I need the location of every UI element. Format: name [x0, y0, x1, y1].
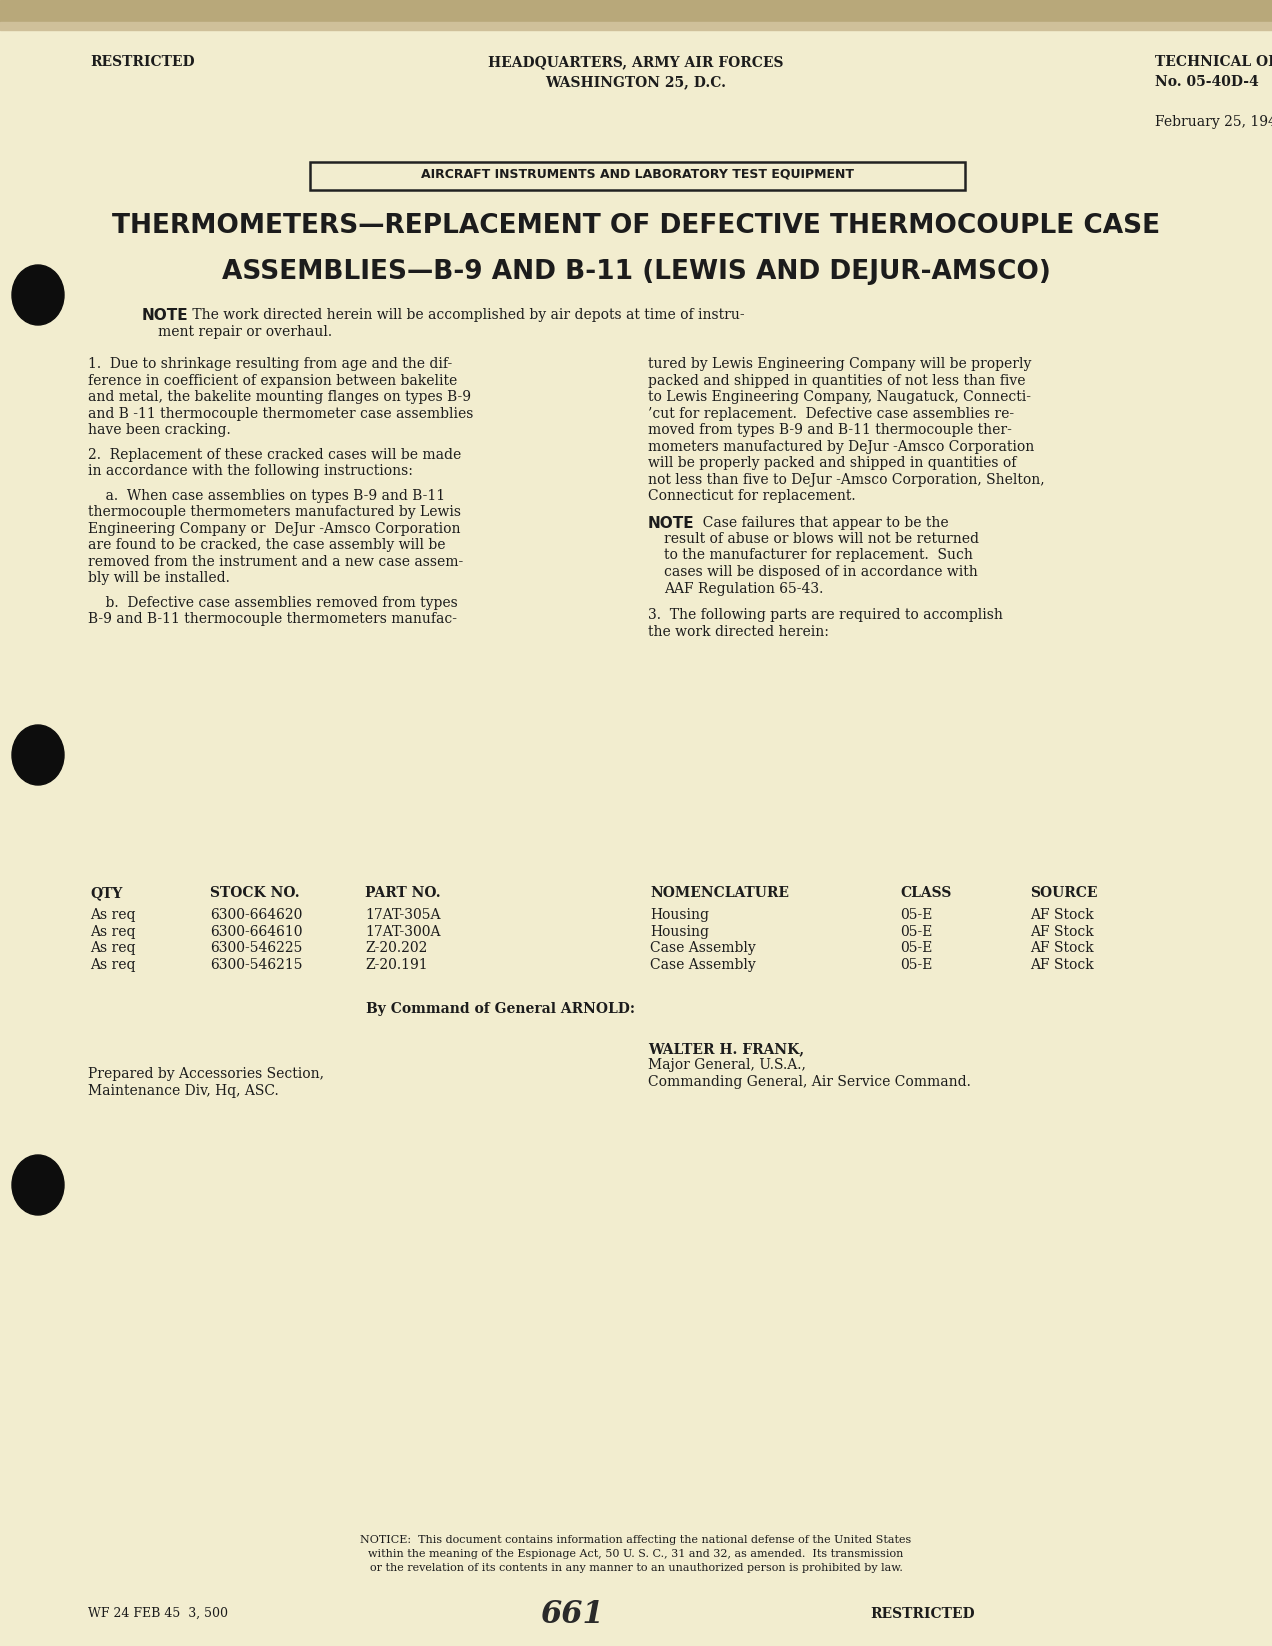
Text: NOTE: NOTE — [142, 308, 188, 323]
Text: Prepared by Accessories Section,: Prepared by Accessories Section, — [88, 1067, 324, 1081]
Text: QTY: QTY — [90, 886, 122, 900]
Text: 05-E: 05-E — [901, 942, 932, 955]
Text: NOTICE:  This document contains information affecting the national defense of th: NOTICE: This document contains informati… — [360, 1536, 912, 1546]
Text: thermocouple thermometers manufactured by Lewis: thermocouple thermometers manufactured b… — [88, 505, 460, 518]
Text: 3.  The following parts are required to accomplish: 3. The following parts are required to a… — [647, 607, 1002, 622]
Text: Z-20.191: Z-20.191 — [365, 958, 427, 971]
Text: removed from the instrument and a new case assem-: removed from the instrument and a new ca… — [88, 555, 463, 568]
Text: not less than five to DeJur -Amsco Corporation, Shelton,: not less than five to DeJur -Amsco Corpo… — [647, 472, 1044, 487]
Text: As req: As req — [90, 925, 136, 938]
Text: moved from types B-9 and B-11 thermocouple ther-: moved from types B-9 and B-11 thermocoup… — [647, 423, 1011, 436]
Text: As req: As req — [90, 958, 136, 971]
Text: Engineering Company or  DeJur -Amsco Corporation: Engineering Company or DeJur -Amsco Corp… — [88, 522, 460, 535]
Text: 661: 661 — [541, 1598, 604, 1630]
Text: or the revelation of its contents in any manner to an unauthorized person is pro: or the revelation of its contents in any… — [370, 1564, 902, 1574]
Bar — [0, 21, 1272, 30]
Text: bly will be installed.: bly will be installed. — [88, 571, 230, 584]
Text: Major General, U.S.A.,: Major General, U.S.A., — [647, 1058, 806, 1073]
Text: As req: As req — [90, 942, 136, 955]
Text: are found to be cracked, the case assembly will be: are found to be cracked, the case assemb… — [88, 538, 445, 551]
Text: SOURCE: SOURCE — [1030, 886, 1098, 900]
Text: 6300-546215: 6300-546215 — [210, 958, 303, 971]
Text: Connecticut for replacement.: Connecticut for replacement. — [647, 489, 856, 504]
Text: THERMOMETERS—REPLACEMENT OF DEFECTIVE THERMOCOUPLE CASE: THERMOMETERS—REPLACEMENT OF DEFECTIVE TH… — [112, 212, 1160, 239]
Text: AAF Regulation 65-43.: AAF Regulation 65-43. — [664, 581, 823, 596]
Text: Housing: Housing — [650, 909, 709, 922]
Text: AF Stock: AF Stock — [1030, 925, 1094, 938]
Text: RESTRICTED: RESTRICTED — [90, 54, 195, 69]
Text: and metal, the bakelite mounting flanges on types B-9: and metal, the bakelite mounting flanges… — [88, 390, 471, 403]
Text: 17AT-305A: 17AT-305A — [365, 909, 440, 922]
Text: ment repair or overhaul.: ment repair or overhaul. — [158, 324, 332, 339]
Text: ’cut for replacement.  Defective case assemblies re-: ’cut for replacement. Defective case ass… — [647, 407, 1014, 420]
Text: AF Stock: AF Stock — [1030, 942, 1094, 955]
Text: 2.  Replacement of these cracked cases will be made: 2. Replacement of these cracked cases wi… — [88, 448, 462, 461]
Text: the work directed herein:: the work directed herein: — [647, 624, 829, 639]
Ellipse shape — [11, 1155, 64, 1215]
Text: to the manufacturer for replacement.  Such: to the manufacturer for replacement. Suc… — [664, 548, 973, 563]
Text: Z-20.202: Z-20.202 — [365, 942, 427, 955]
Text: WALTER H. FRANK,: WALTER H. FRANK, — [647, 1042, 804, 1057]
Text: and B -11 thermocouple thermometer case assemblies: and B -11 thermocouple thermometer case … — [88, 407, 473, 420]
Text: within the meaning of the Espionage Act, 50 U. S. C., 31 and 32, as amended.  It: within the meaning of the Espionage Act,… — [369, 1549, 903, 1559]
Text: a.  When case assemblies on types B-9 and B-11: a. When case assemblies on types B-9 and… — [88, 489, 445, 502]
Text: 6300-664620: 6300-664620 — [210, 909, 303, 922]
Text: will be properly packed and shipped in quantities of: will be properly packed and shipped in q… — [647, 456, 1016, 471]
Text: result of abuse or blows will not be returned: result of abuse or blows will not be ret… — [664, 532, 979, 546]
Text: AIRCRAFT INSTRUMENTS AND LABORATORY TEST EQUIPMENT: AIRCRAFT INSTRUMENTS AND LABORATORY TEST… — [421, 166, 854, 179]
Ellipse shape — [11, 265, 64, 324]
Text: 1.  Due to shrinkage resulting from age and the dif-: 1. Due to shrinkage resulting from age a… — [88, 357, 453, 370]
Bar — [310, 161, 965, 189]
Text: HEADQUARTERS, ARMY AIR FORCES: HEADQUARTERS, ARMY AIR FORCES — [488, 54, 784, 69]
Text: February 25, 1944: February 25, 1944 — [1155, 115, 1272, 128]
Text: Maintenance Div, Hq, ASC.: Maintenance Div, Hq, ASC. — [88, 1083, 279, 1098]
Text: 05-E: 05-E — [901, 925, 932, 938]
Text: RESTRICTED: RESTRICTED — [870, 1606, 974, 1621]
Text: Case Assembly: Case Assembly — [650, 958, 756, 971]
Text: The work directed herein will be accomplished by air depots at time of instru-: The work directed herein will be accompl… — [188, 308, 744, 323]
Text: WF 24 FEB 45  3, 500: WF 24 FEB 45 3, 500 — [88, 1606, 228, 1620]
Text: B-9 and B-11 thermocouple thermometers manufac-: B-9 and B-11 thermocouple thermometers m… — [88, 612, 457, 625]
Text: 05-E: 05-E — [901, 958, 932, 971]
Text: NOMENCLATURE: NOMENCLATURE — [650, 886, 789, 900]
Bar — [0, 0, 1272, 21]
Text: Housing: Housing — [650, 925, 709, 938]
Text: packed and shipped in quantities of not less than five: packed and shipped in quantities of not … — [647, 374, 1025, 387]
Text: ference in coefficient of expansion between bakelite: ference in coefficient of expansion betw… — [88, 374, 457, 387]
Text: b.  Defective case assemblies removed from types: b. Defective case assemblies removed fro… — [88, 596, 458, 609]
Text: PART NO.: PART NO. — [365, 886, 440, 900]
Text: No. 05-40D-4: No. 05-40D-4 — [1155, 76, 1259, 89]
Text: CLASS: CLASS — [901, 886, 951, 900]
Text: AF Stock: AF Stock — [1030, 909, 1094, 922]
Text: Commanding General, Air Service Command.: Commanding General, Air Service Command. — [647, 1075, 971, 1090]
Text: As req: As req — [90, 909, 136, 922]
Text: mometers manufactured by DeJur -Amsco Corporation: mometers manufactured by DeJur -Amsco Co… — [647, 439, 1034, 454]
Text: Case failures that appear to be the: Case failures that appear to be the — [695, 515, 949, 530]
Text: ASSEMBLIES—B-9 AND B-11 (LEWIS AND DEJUR-AMSCO): ASSEMBLIES—B-9 AND B-11 (LEWIS AND DEJUR… — [221, 258, 1051, 285]
Text: have been cracking.: have been cracking. — [88, 423, 230, 436]
Text: 17AT-300A: 17AT-300A — [365, 925, 440, 938]
Text: WASHINGTON 25, D.C.: WASHINGTON 25, D.C. — [546, 76, 726, 89]
Ellipse shape — [11, 724, 64, 785]
Text: 05-E: 05-E — [901, 909, 932, 922]
Text: to Lewis Engineering Company, Naugatuck, Connecti-: to Lewis Engineering Company, Naugatuck,… — [647, 390, 1032, 403]
Text: 6300-664610: 6300-664610 — [210, 925, 303, 938]
Text: tured by Lewis Engineering Company will be properly: tured by Lewis Engineering Company will … — [647, 357, 1032, 370]
Text: Case Assembly: Case Assembly — [650, 942, 756, 955]
Text: cases will be disposed of in accordance with: cases will be disposed of in accordance … — [664, 565, 978, 579]
Text: STOCK NO.: STOCK NO. — [210, 886, 300, 900]
Text: TECHNICAL ORDER: TECHNICAL ORDER — [1155, 54, 1272, 69]
Text: 6300-546225: 6300-546225 — [210, 942, 303, 955]
Text: NOTE: NOTE — [647, 515, 695, 530]
Text: in accordance with the following instructions:: in accordance with the following instruc… — [88, 464, 413, 477]
Text: AF Stock: AF Stock — [1030, 958, 1094, 971]
Text: By Command of General ARNOLD:: By Command of General ARNOLD: — [365, 1002, 635, 1016]
